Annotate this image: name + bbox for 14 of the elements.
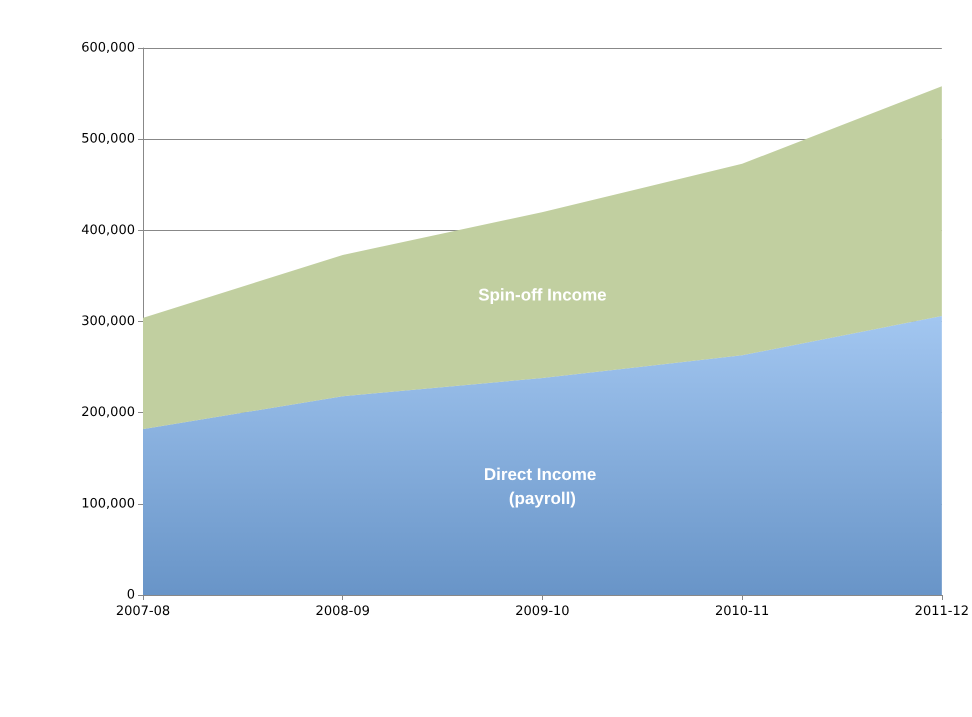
y-tick-label: 0	[126, 588, 135, 602]
x-tick-label: 2007-08	[116, 604, 170, 619]
x-tick-label: 2008-09	[316, 604, 370, 619]
y-tick-label: 300,000	[81, 314, 135, 329]
series-label: Direct Income (payroll)	[484, 465, 601, 508]
y-tick-label: 200,000	[81, 405, 135, 420]
y-tick-label: 500,000	[81, 132, 135, 147]
series-label: Spin-off Income	[478, 286, 607, 305]
x-tick-label: 2009-10	[515, 604, 570, 619]
y-tick-label: 600,000	[81, 40, 135, 56]
y-tick-label: 400,000	[81, 222, 135, 238]
x-tick-label: 2011-12	[914, 604, 970, 619]
y-tick-label: 100,000	[81, 496, 135, 512]
x-tick-label: 2010-11	[714, 604, 770, 619]
